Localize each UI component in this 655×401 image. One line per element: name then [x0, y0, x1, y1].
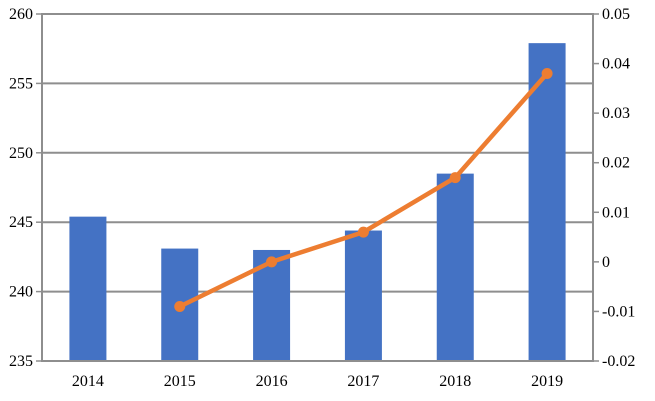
line-marker-2017: [357, 226, 369, 238]
line-marker-2015: [174, 300, 186, 312]
bar-2019: [528, 43, 566, 360]
left-axis-tick-label: 235: [9, 353, 33, 370]
bar-2014: [69, 216, 107, 360]
right-axis-tick-label: -0.02: [602, 353, 635, 370]
bar-2018: [436, 173, 474, 360]
right-axis-tick-label: -0.01: [602, 303, 635, 320]
line-marker-2016: [266, 256, 278, 268]
line-marker-2019: [541, 67, 553, 79]
left-axis-tick-label: 250: [9, 145, 33, 162]
x-axis-tick-label: 2015: [164, 373, 196, 390]
x-axis-tick-label: 2018: [439, 373, 471, 390]
right-axis-tick-label: 0.05: [602, 6, 630, 23]
left-axis-tick-label: 255: [9, 75, 33, 92]
x-axis-tick-label: 2014: [72, 373, 104, 390]
right-axis-tick-label: 0: [602, 254, 610, 271]
left-axis-tick-label: 240: [9, 284, 33, 301]
right-axis-tick-label: 0.03: [602, 105, 630, 122]
x-axis-tick-label: 2016: [256, 373, 288, 390]
x-axis-tick-label: 2017: [347, 373, 379, 390]
x-axis-tick-label: 2019: [531, 373, 563, 390]
left-axis-tick-label: 245: [9, 214, 33, 231]
left-axis-tick-label: 260: [9, 6, 33, 23]
right-axis-tick-label: 0.04: [602, 56, 630, 73]
bar-2017: [344, 230, 382, 360]
line-marker-2018: [449, 172, 461, 184]
right-axis-tick-label: 0.02: [602, 155, 630, 172]
right-axis-tick-label: 0.01: [602, 204, 630, 221]
